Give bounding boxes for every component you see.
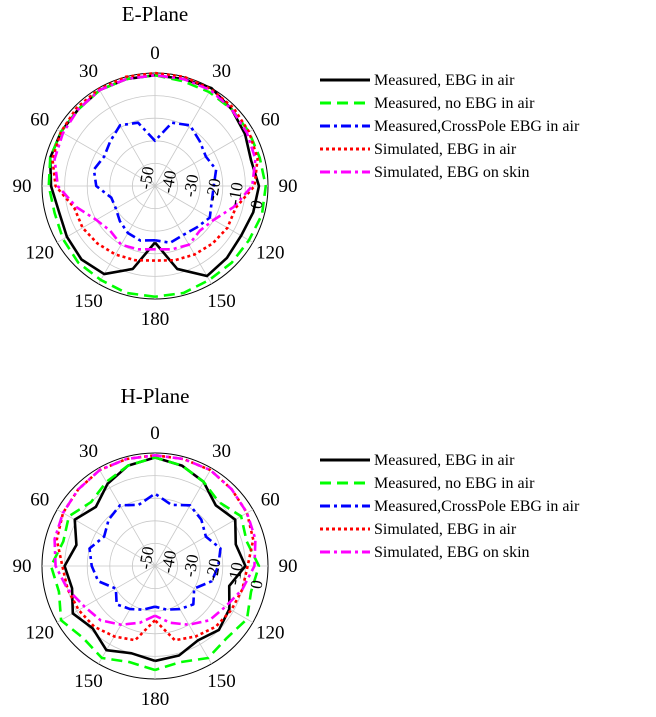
legend-entry: Simulated, EBG in air bbox=[320, 141, 517, 158]
legend-entry: Measured,CrossPole EBG in air bbox=[320, 118, 580, 135]
angle-tick-label: 120 bbox=[26, 243, 55, 264]
legend-label: Measured, EBG in air bbox=[374, 452, 515, 469]
radial-tick-label: -20 bbox=[202, 557, 225, 583]
legend-label: Simulated, EBG on skin bbox=[374, 544, 530, 561]
radial-tick-label: -50 bbox=[135, 165, 158, 191]
radial-tick-labels: 0 -10 -20 -30 -40 -50 bbox=[135, 545, 266, 590]
polar-grid-spoke bbox=[154, 467, 212, 567]
series-line-5 bbox=[53, 73, 257, 251]
angle-tick-label: 60 bbox=[30, 110, 49, 131]
legend-entry: Measured, EBG in air bbox=[320, 72, 515, 89]
angle-tick-label: 150 bbox=[207, 291, 236, 312]
radial-tick-labels: 0 -10 -20 -30 -40 -50 bbox=[135, 165, 266, 210]
h-plane-chart: H-Plane 0 30 60 90 120 150 180 150 120 9… bbox=[13, 384, 580, 710]
angle-tick-label: 30 bbox=[212, 61, 231, 82]
angle-tick-label: 90 bbox=[13, 556, 32, 577]
angle-tick-label: 30 bbox=[79, 441, 98, 462]
radial-tick-label: -40 bbox=[158, 169, 181, 195]
radial-tick-label: -30 bbox=[180, 553, 203, 579]
polar-grid-spoke bbox=[56, 129, 156, 187]
radial-tick-label: -10 bbox=[224, 181, 247, 207]
legend-entry: Simulated, EBG in air bbox=[320, 521, 517, 538]
series-line-3 bbox=[92, 121, 218, 245]
angle-tick-label: 90 bbox=[13, 176, 32, 197]
radial-tick-label: -20 bbox=[202, 177, 225, 203]
legend-label: Measured, no EBG in air bbox=[374, 95, 535, 112]
angle-tick-label: 0 bbox=[150, 43, 160, 64]
chart-title: H-Plane bbox=[121, 384, 190, 408]
polar-grid-spoke bbox=[56, 509, 156, 567]
angle-tick-label: 60 bbox=[261, 490, 280, 511]
polar-grid-spoke bbox=[154, 87, 212, 187]
series-line-4 bbox=[51, 71, 259, 262]
series-line-2 bbox=[49, 456, 261, 672]
radial-tick-label: 0 bbox=[247, 199, 267, 211]
legend-label: Simulated, EBG in air bbox=[374, 521, 517, 538]
radial-tick-label: -50 bbox=[135, 545, 158, 571]
angle-tick-label: 30 bbox=[212, 441, 231, 462]
angle-tick-labels: 0 30 60 90 120 150 180 150 120 90 60 30 bbox=[13, 43, 298, 330]
legend-entry: Measured, no EBG in air bbox=[320, 95, 535, 112]
polar-grid-spoke bbox=[56, 185, 156, 243]
series-group bbox=[49, 453, 261, 672]
radial-tick-label: -40 bbox=[158, 549, 181, 575]
legend: Measured, EBG in air Measured, no EBG in… bbox=[320, 72, 580, 181]
series-line-5 bbox=[53, 453, 257, 627]
legend-label: Measured, EBG in air bbox=[374, 72, 515, 89]
angle-tick-label: 180 bbox=[141, 689, 170, 710]
angle-tick-label: 180 bbox=[141, 309, 170, 330]
legend-label: Measured, no EBG in air bbox=[374, 475, 535, 492]
series-line-2 bbox=[47, 73, 268, 299]
angle-tick-label: 90 bbox=[279, 176, 298, 197]
series-group bbox=[47, 71, 268, 299]
radial-tick-label: 0 bbox=[247, 579, 267, 591]
e-plane-chart: E-Plane 0 30 60 90 120 150 180 150 120 9… bbox=[13, 2, 580, 330]
angle-tick-label: 120 bbox=[26, 623, 55, 644]
legend-label: Measured,CrossPole EBG in air bbox=[374, 118, 580, 135]
polar-grid-spoke bbox=[154, 565, 212, 665]
polar-grid-spoke bbox=[154, 185, 254, 243]
angle-tick-label: 150 bbox=[74, 671, 103, 692]
legend-entry: Simulated, EBG on skin bbox=[320, 544, 530, 561]
polar-grid-spoke bbox=[98, 185, 156, 285]
polar-grid-spoke bbox=[154, 565, 254, 623]
angle-tick-label: 60 bbox=[261, 110, 280, 131]
chart-title: E-Plane bbox=[122, 2, 188, 26]
polar-grid-spoke bbox=[154, 129, 254, 187]
legend-entry: Measured, no EBG in air bbox=[320, 475, 535, 492]
angle-tick-label: 0 bbox=[150, 423, 160, 444]
legend-label: Simulated, EBG on skin bbox=[374, 164, 530, 181]
angle-tick-label: 150 bbox=[74, 291, 103, 312]
polar-grid-spoke bbox=[154, 509, 254, 567]
polar-grid bbox=[41, 72, 269, 300]
legend-label: Measured,CrossPole EBG in air bbox=[374, 498, 580, 515]
angle-tick-label: 120 bbox=[256, 243, 285, 264]
angle-tick-label: 150 bbox=[207, 671, 236, 692]
angle-tick-labels: 0 30 60 90 120 150 180 150 120 90 60 30 bbox=[13, 423, 298, 710]
radial-tick-label: -10 bbox=[224, 561, 247, 587]
angle-tick-label: 120 bbox=[256, 623, 285, 644]
polar-grid-spoke bbox=[98, 87, 156, 187]
angle-tick-label: 30 bbox=[79, 61, 98, 82]
angle-tick-label: 90 bbox=[279, 556, 298, 577]
legend-label: Simulated, EBG in air bbox=[374, 141, 517, 158]
radial-tick-label: -30 bbox=[180, 173, 203, 199]
legend-entry: Measured, EBG in air bbox=[320, 452, 515, 469]
angle-tick-label: 60 bbox=[30, 490, 49, 511]
legend-entry: Simulated, EBG on skin bbox=[320, 164, 530, 181]
polar-grid-spoke bbox=[98, 565, 156, 665]
legend: Measured, EBG in air Measured, no EBG in… bbox=[320, 452, 580, 561]
legend-entry: Measured,CrossPole EBG in air bbox=[320, 498, 580, 515]
